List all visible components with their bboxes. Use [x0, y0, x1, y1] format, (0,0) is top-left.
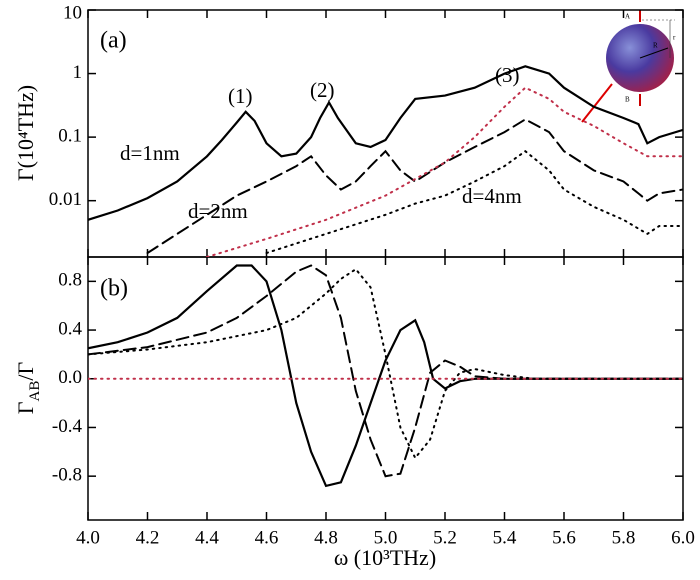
x-tick-label: 4.2: [136, 527, 160, 548]
x-tick-label: 5.4: [493, 527, 517, 548]
inset-label: A: [625, 13, 630, 21]
x-tick-label: 5.0: [374, 527, 398, 548]
x-tick-label: 4.6: [255, 527, 279, 548]
y-tick-label: 0.8: [58, 270, 82, 291]
annotation: d=2nm: [188, 199, 248, 223]
x-tick-label: 4.0: [76, 527, 100, 548]
annotation: (b): [100, 276, 128, 302]
y-tick-label: -0.4: [52, 416, 83, 437]
y-tick-label: 0.1: [58, 125, 82, 146]
panel-b-frame: [87, 256, 684, 521]
x-tick-label: 6.0: [671, 527, 695, 548]
annotation: (3): [495, 63, 520, 87]
x-tick-label: 4.8: [314, 527, 338, 548]
inset-label: r: [673, 34, 676, 42]
annotation: (2): [310, 78, 335, 102]
plot-area: [88, 65, 683, 257]
x-tick-label: 4.4: [195, 527, 219, 548]
y-axis-label: ΓAB/Γ: [13, 362, 43, 415]
y-label-part: Γ: [13, 401, 38, 414]
x-tick-label: 5.6: [552, 527, 576, 548]
y-tick-label: 1: [73, 62, 83, 83]
annotation: d=4nm: [462, 184, 522, 208]
y-tick-label: -0.8: [52, 465, 82, 486]
y-axis-label: Γ(10⁴THz): [13, 85, 38, 181]
y-tick-label: 0.4: [58, 318, 82, 339]
annotation: (a): [100, 28, 127, 54]
annotation: (1): [228, 84, 253, 108]
y-label-sub: AB: [27, 381, 43, 402]
plot-area: [88, 264, 683, 488]
inset-label: B: [625, 96, 630, 104]
x-tick-label: 5.8: [612, 527, 636, 548]
x-tick-label: 5.2: [433, 527, 457, 548]
inset-label: R: [653, 42, 658, 50]
y-tick-label: 10: [63, 2, 82, 23]
series-line: [265, 149, 683, 254]
panel-a-frame: [87, 9, 684, 258]
inset-sphere: [581, 10, 675, 123]
x-axis-label: ω (10³THz): [334, 545, 436, 570]
y-tick-label: 0.0: [58, 367, 82, 388]
series-line: [88, 65, 683, 221]
series-line: [146, 118, 683, 254]
y-label-part: /Γ: [13, 362, 38, 381]
series-line: [88, 264, 683, 488]
series-line: [88, 264, 683, 478]
y-tick-label: 0.01: [49, 189, 82, 210]
annotation: d=1nm: [120, 141, 180, 165]
